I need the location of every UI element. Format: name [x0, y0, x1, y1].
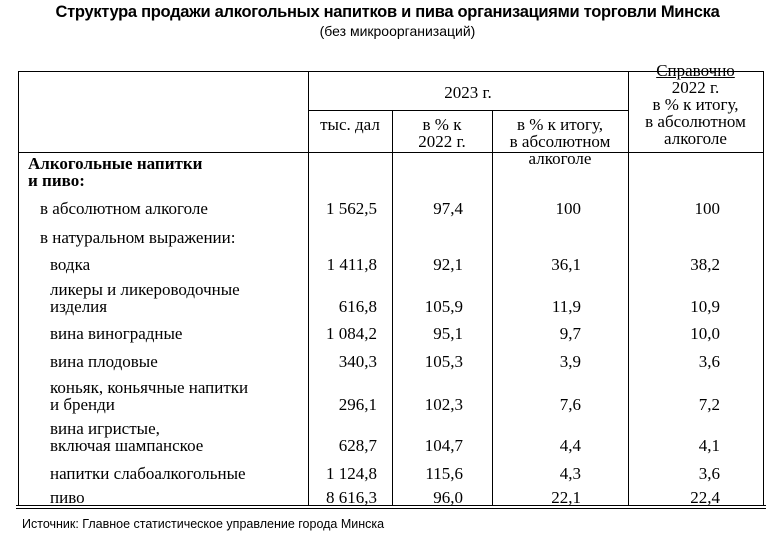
cell-volume: 8 616,3 [326, 488, 377, 507]
row-label-line: коньяк, коньячные напитки [50, 378, 249, 397]
row-label-line: в натуральном выражении: [40, 228, 236, 247]
header-volume: тыс. дал [320, 115, 380, 134]
group-header-divider [308, 110, 628, 111]
section-heading-line: и пиво: [28, 171, 85, 190]
column-divider [492, 110, 493, 506]
section-heading: Алкогольные напитки и пиво: [28, 155, 202, 189]
cell-volume: 340,3 [338, 352, 377, 371]
table-bottom-border-double [16, 508, 766, 509]
row-label-line: вина плодовые [50, 352, 158, 371]
row-label-line: в абсолютном алкоголе [40, 199, 208, 218]
cell-ref-2022: 10,0 [690, 324, 720, 343]
row-label: пиво [50, 489, 85, 506]
cell-ref-2022: 38,2 [690, 255, 720, 274]
cell-ref-2022: 3,6 [698, 464, 720, 483]
row-label: вина виноградные [50, 325, 182, 342]
cell-pct-total: 3,9 [559, 352, 581, 371]
header-line: в абсолютном [645, 112, 746, 131]
cell-volume: 616,8 [338, 297, 377, 316]
cell-volume: 1 411,8 [326, 255, 377, 274]
row-label-line: изделия [50, 297, 108, 316]
header-reference: Справочно 2022 г. в % к итогу, в абсолют… [628, 62, 763, 147]
cell-volume: 628,7 [338, 436, 377, 455]
row-label-line: включая шампанское [50, 436, 204, 455]
row-label: в натуральном выражении: [40, 229, 235, 246]
cell-pct-total: 4,3 [559, 464, 581, 483]
row-label: вина игристые, включая шампанское [50, 420, 203, 454]
column-divider [392, 110, 393, 506]
cell-volume: 1 124,8 [326, 464, 377, 483]
row-label-line: ликеры и ликероводочные [50, 280, 240, 299]
cell-pct-total: 7,6 [559, 395, 581, 414]
cell-pct-total: 9,7 [559, 324, 581, 343]
header-line: Справочно [656, 61, 735, 80]
cell-volume: 1 562,5 [326, 199, 377, 218]
row-label-line: водка [50, 255, 91, 274]
header-pct-prev: в % к 2022 г. [392, 116, 492, 150]
document-subtitle: (без микроорганизаций) [319, 23, 476, 39]
document-title: Структура продажи алкогольных напитков и… [55, 3, 720, 21]
cell-ref-2022: 4,1 [698, 436, 720, 455]
row-label-line: вина игристые, [50, 419, 160, 438]
table-top-border [18, 71, 764, 72]
header-line: в % к итогу, [652, 95, 739, 114]
header-pct-total: в % к итогу, в абсолютном алкоголе [492, 116, 628, 167]
cell-pct-total: 11,9 [551, 297, 581, 316]
cell-pct-prev: 97,4 [433, 199, 463, 218]
cell-ref-2022: 100 [694, 199, 721, 218]
cell-pct-prev: 104,7 [424, 436, 463, 455]
row-label-line: вина виноградные [50, 324, 183, 343]
cell-ref-2022: 3,6 [698, 352, 720, 371]
header-line: 2022 г. [671, 78, 720, 97]
row-label: в абсолютном алкоголе [40, 200, 208, 217]
cell-volume: 1 084,2 [326, 324, 377, 343]
row-label-line: и бренди [50, 395, 115, 414]
cell-ref-2022: 10,9 [690, 297, 720, 316]
cell-ref-2022: 22,4 [690, 488, 720, 507]
cell-pct-total: 36,1 [551, 255, 581, 274]
row-label: ликеры и ликероводочные изделия [50, 281, 240, 315]
row-label: напитки слабоалкогольные [50, 465, 246, 482]
cell-pct-prev: 92,1 [433, 255, 463, 274]
table-bottom-border [16, 505, 766, 506]
cell-ref-2022: 7,2 [698, 395, 720, 414]
header-line: алкоголе [528, 149, 592, 168]
header-line: в % к [422, 115, 462, 134]
row-label-line: пиво [50, 488, 85, 507]
header-bottom-border [18, 152, 764, 153]
cell-pct-prev: 95,1 [433, 324, 463, 343]
cell-pct-total: 22,1 [551, 488, 581, 507]
cell-pct-prev: 105,3 [424, 352, 463, 371]
header-line: в % к итогу, [516, 115, 604, 134]
table-right-border [763, 71, 764, 506]
source-note: Источник: Главное статистическое управле… [22, 517, 385, 531]
table-left-border [18, 71, 19, 506]
cell-pct-prev: 105,9 [424, 297, 463, 316]
row-label: коньяк, коньячные напитки и бренди [50, 379, 248, 413]
cell-volume: 296,1 [338, 395, 377, 414]
column-divider [628, 71, 629, 506]
column-divider [308, 71, 309, 506]
section-heading-line: Алкогольные напитки [28, 154, 203, 173]
header-line: в абсолютном [509, 132, 611, 151]
row-label: вина плодовые [50, 353, 158, 370]
row-label-line: напитки слабоалкогольные [50, 464, 246, 483]
header-2023: 2023 г. [444, 83, 492, 102]
cell-pct-prev: 102,3 [424, 395, 463, 414]
cell-pct-prev: 115,6 [425, 464, 463, 483]
row-label: водка [50, 256, 90, 273]
cell-pct-total: 100 [555, 199, 582, 218]
header-line: алкоголе [664, 129, 727, 148]
cell-pct-prev: 96,0 [433, 488, 463, 507]
cell-pct-total: 4,4 [559, 436, 581, 455]
header-line: 2022 г. [418, 132, 466, 151]
